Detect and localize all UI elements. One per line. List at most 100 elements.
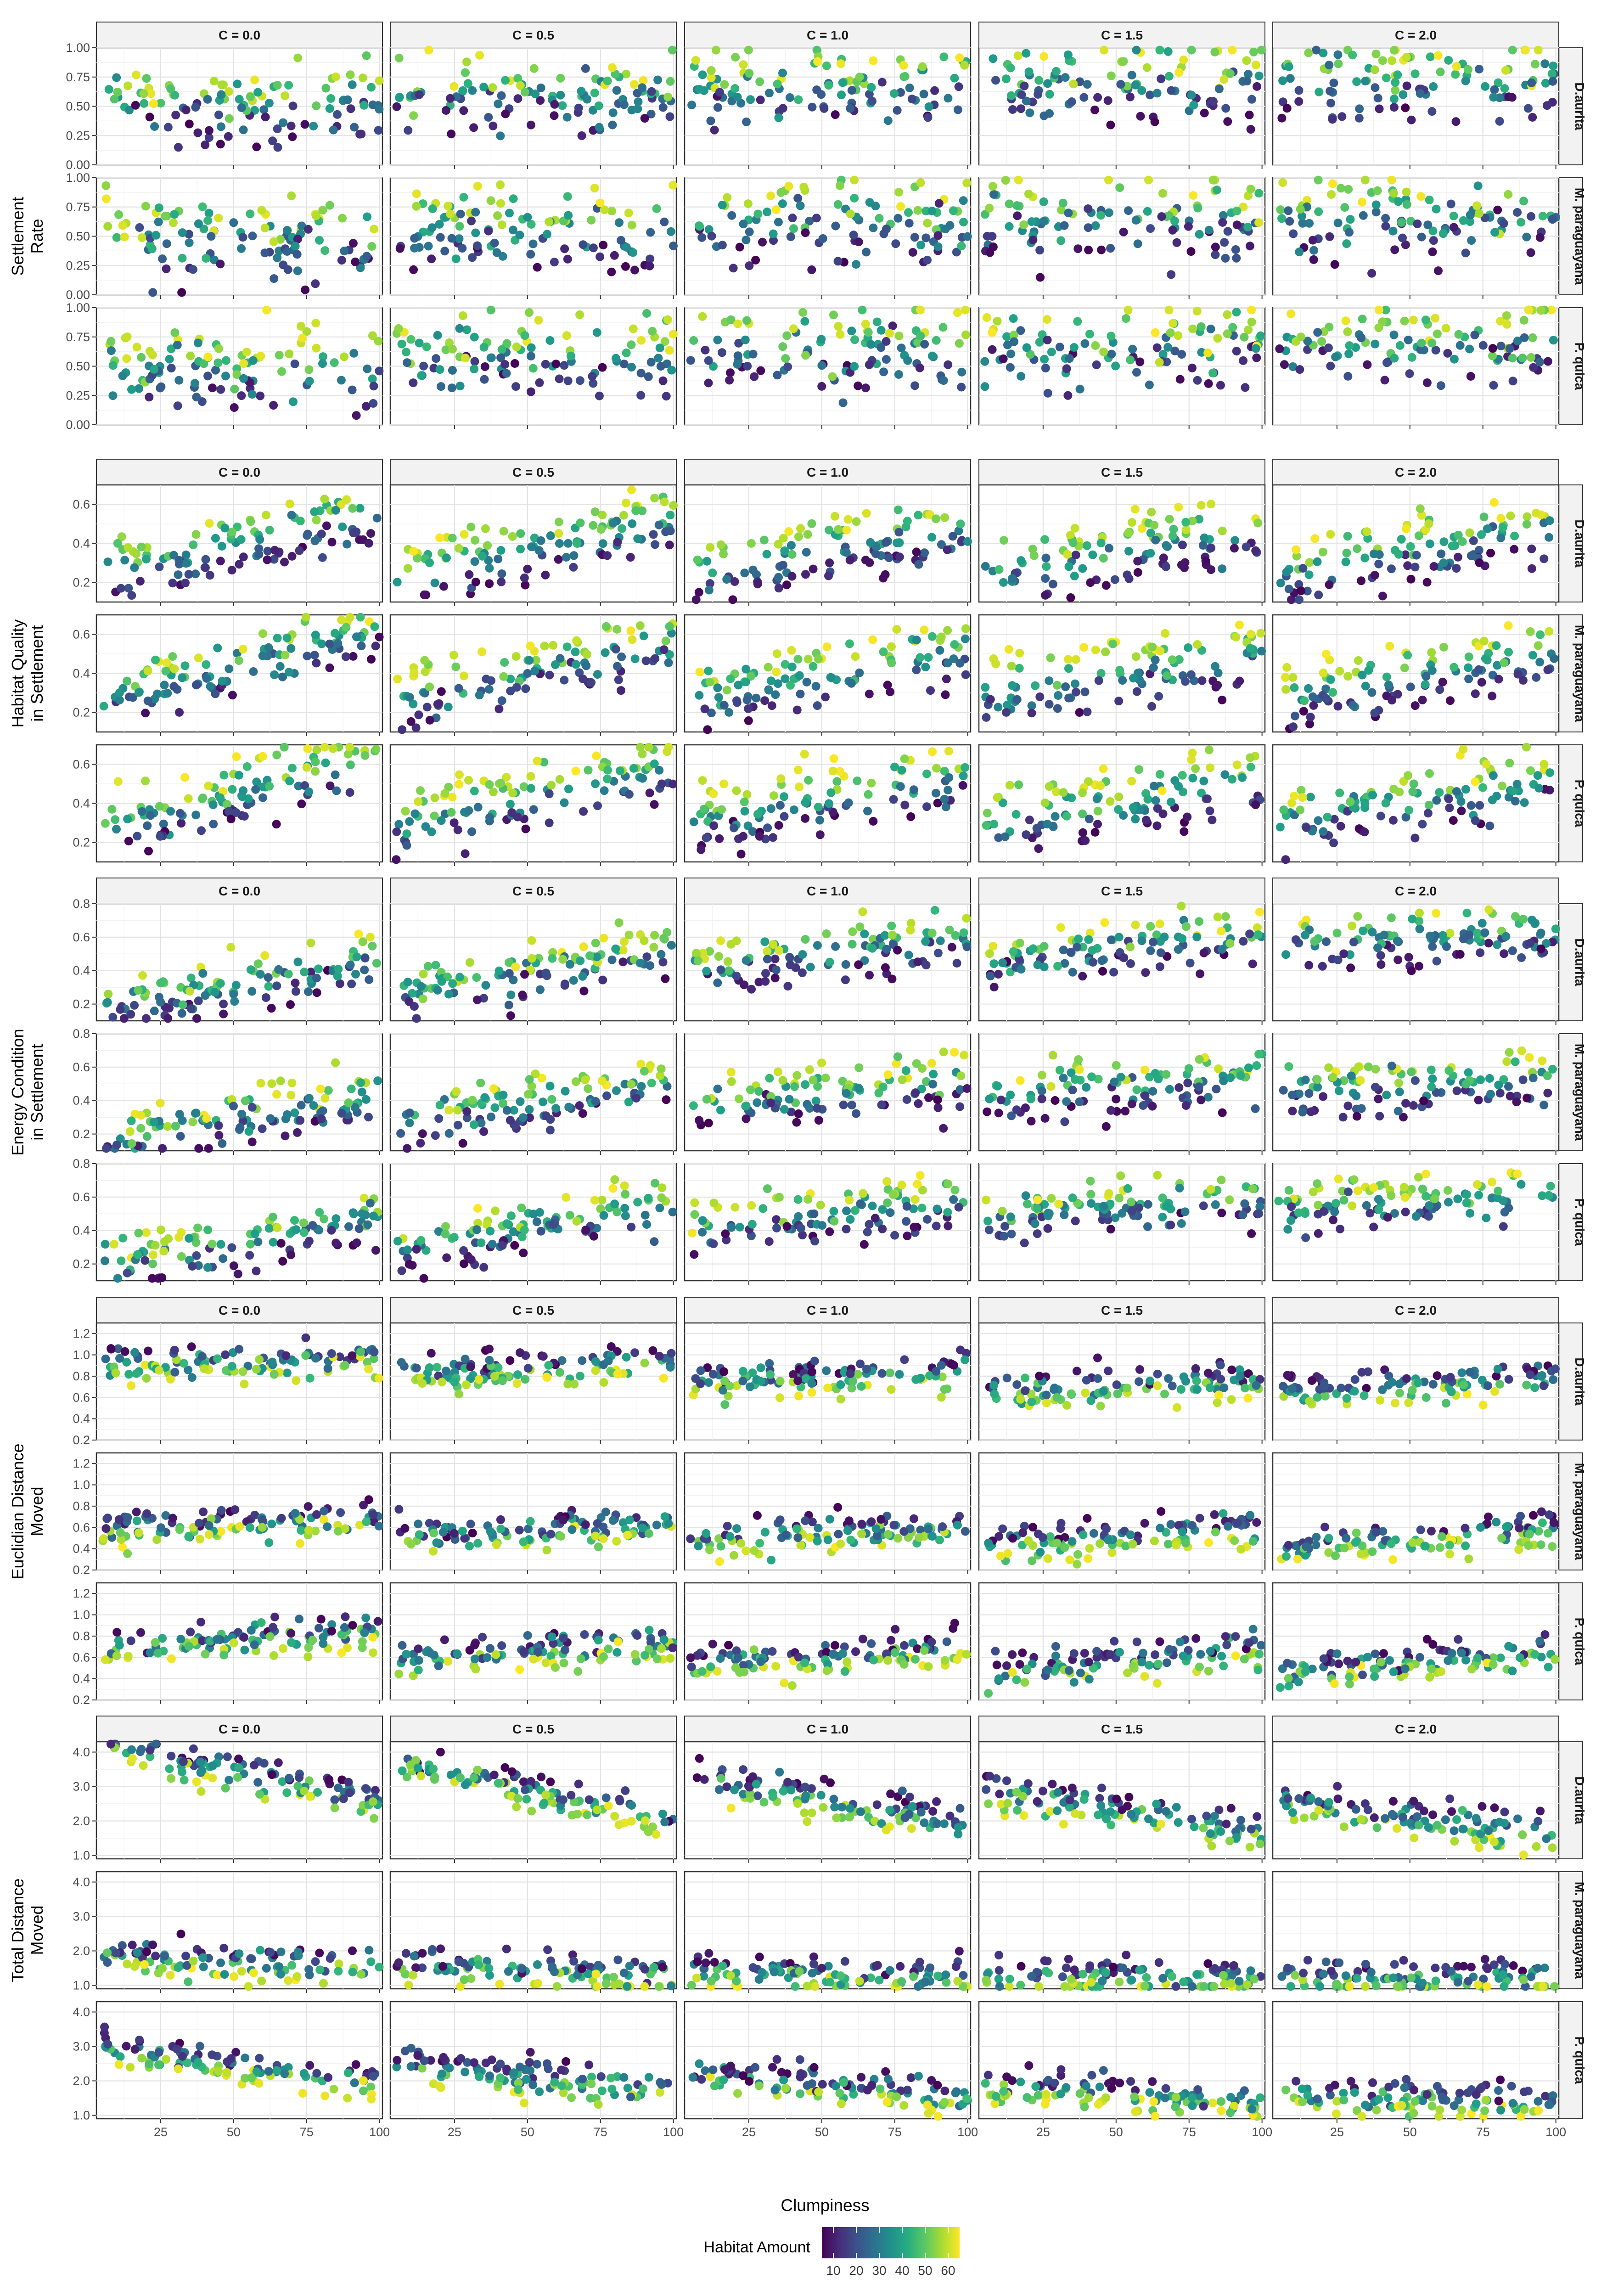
- data-point: [1225, 939, 1235, 948]
- data-point: [692, 949, 701, 958]
- data-point: [1354, 1062, 1363, 1071]
- data-point: [1039, 942, 1049, 951]
- data-point: [733, 319, 742, 328]
- data-point: [189, 265, 197, 274]
- data-point: [1409, 1101, 1418, 1110]
- data-point: [293, 235, 302, 244]
- data-point: [1009, 947, 1018, 956]
- data-point: [529, 805, 538, 814]
- y-tick-label: 0.00: [66, 288, 90, 302]
- data-point: [633, 534, 642, 543]
- data-point: [470, 557, 479, 566]
- data-point: [1279, 1086, 1288, 1095]
- data-point: [1254, 71, 1264, 80]
- data-point: [713, 1084, 722, 1093]
- data-point: [765, 1074, 774, 1083]
- data-point: [906, 926, 915, 935]
- data-point: [865, 360, 874, 369]
- data-point: [629, 764, 638, 773]
- data-point: [912, 547, 921, 557]
- data-point: [1314, 591, 1323, 599]
- data-point: [352, 1238, 361, 1247]
- data-point: [713, 683, 722, 692]
- data-point: [486, 1227, 495, 1236]
- data-point: [1322, 694, 1331, 703]
- data-point: [252, 142, 261, 152]
- data-point: [292, 250, 302, 259]
- facet-panel: [389, 614, 677, 736]
- data-point: [176, 809, 185, 818]
- data-point: [1052, 681, 1062, 690]
- data-point: [304, 987, 313, 996]
- data-point: [1387, 56, 1396, 65]
- data-point: [261, 113, 270, 122]
- data-point: [1126, 942, 1135, 951]
- data-point: [904, 951, 913, 960]
- data-point: [1040, 1114, 1050, 1123]
- data-point: [608, 1184, 618, 1193]
- data-point: [496, 199, 505, 208]
- data-point: [318, 359, 327, 368]
- data-point: [1481, 654, 1490, 663]
- data-point: [1452, 787, 1461, 796]
- data-point: [744, 716, 753, 725]
- data-point: [833, 257, 843, 266]
- data-point: [541, 968, 551, 978]
- data-point: [1534, 45, 1543, 55]
- data-point: [425, 682, 434, 692]
- data-point: [1212, 1085, 1221, 1094]
- data-point: [238, 645, 247, 653]
- data-point: [521, 824, 530, 833]
- data-point: [1017, 104, 1026, 113]
- data-point: [1035, 246, 1045, 255]
- data-point: [332, 1214, 341, 1223]
- data-point: [607, 267, 616, 276]
- data-point: [1256, 331, 1265, 340]
- data-point: [1243, 223, 1253, 232]
- data-point: [836, 330, 845, 339]
- data-point: [632, 1094, 641, 1103]
- data-point: [550, 258, 559, 267]
- data-point: [927, 533, 936, 542]
- data-point: [658, 103, 668, 112]
- data-point: [204, 126, 214, 135]
- data-point: [892, 625, 901, 634]
- data-point: [831, 110, 840, 119]
- data-point: [233, 79, 242, 89]
- data-point: [861, 556, 870, 565]
- data-point: [705, 579, 714, 588]
- data-point: [1034, 844, 1043, 853]
- data-point: [1358, 197, 1367, 207]
- data-point: [959, 196, 968, 205]
- data-point: [630, 654, 640, 664]
- data-point: [494, 99, 503, 108]
- data-point: [1031, 681, 1040, 690]
- data-point: [745, 69, 754, 78]
- data-point: [1439, 537, 1449, 546]
- data-point: [1165, 515, 1174, 524]
- data-point: [646, 254, 655, 264]
- data-point: [1428, 942, 1437, 951]
- data-point: [375, 366, 384, 376]
- data-point: [691, 56, 700, 65]
- data-point: [743, 361, 752, 371]
- data-point: [888, 974, 897, 984]
- data-point: [852, 517, 861, 526]
- data-point: [1075, 1065, 1084, 1074]
- data-point: [1147, 507, 1156, 517]
- data-point: [506, 1211, 516, 1221]
- data-point: [1401, 524, 1410, 533]
- data-point: [280, 557, 289, 567]
- data-point: [1146, 922, 1155, 931]
- data-point: [1013, 211, 1022, 220]
- data-point: [1204, 379, 1213, 388]
- data-point: [405, 997, 414, 1006]
- data-point: [127, 1139, 136, 1148]
- data-point: [218, 676, 227, 686]
- data-point: [1297, 586, 1306, 596]
- data-point: [371, 642, 380, 651]
- data-point: [1177, 350, 1186, 359]
- data-point: [1075, 1097, 1084, 1106]
- data-point: [1387, 175, 1396, 185]
